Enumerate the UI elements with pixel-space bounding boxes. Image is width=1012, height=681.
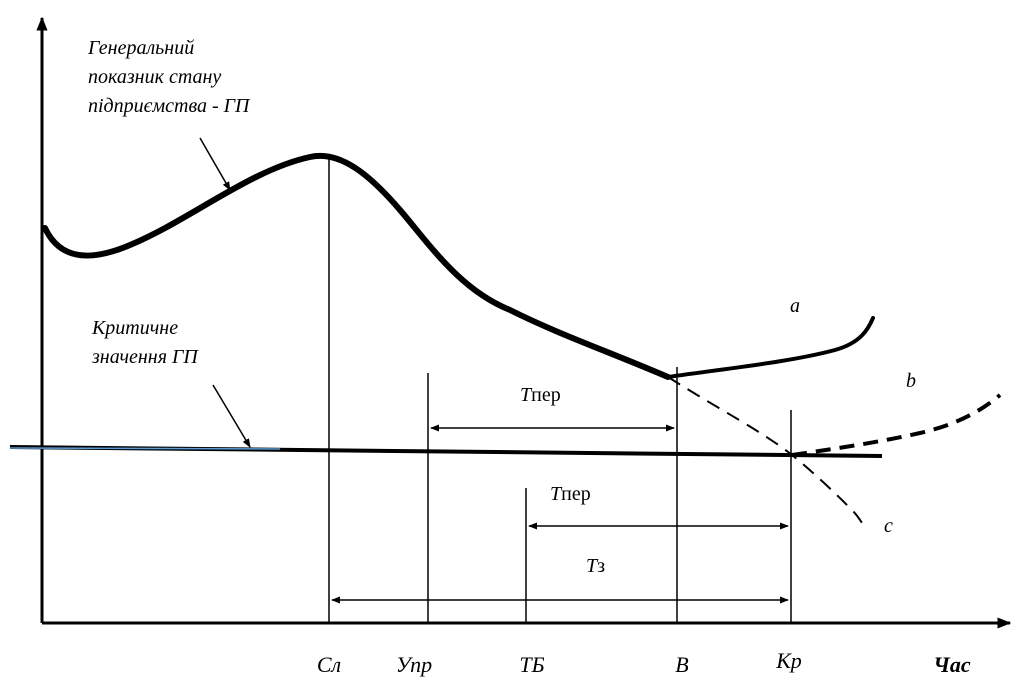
gp-curve — [42, 152, 671, 380]
critical-pointer-arrow — [212, 384, 251, 448]
branch-b-curve — [791, 393, 1002, 457]
t-per-1-label: Tпер — [520, 384, 561, 406]
gp-curve-label-line3: підприємства - ГП — [88, 95, 251, 117]
x-tick-tb: ТБ — [519, 652, 544, 677]
x-tick-upr: Упр — [396, 652, 432, 677]
x-tick-v: В — [675, 652, 688, 677]
gp-curve-label-line1: Генеральний — [87, 37, 194, 59]
branch-a-label: a — [790, 295, 800, 317]
critical-label-line1: Критичне — [91, 317, 178, 339]
gp-curve-label-line2: показник стану — [88, 66, 221, 88]
branch-c-label: c — [884, 515, 893, 537]
branch-c-curve — [667, 376, 863, 524]
t-per-2-label: Tпер — [550, 483, 591, 505]
gp-pointer-arrow — [199, 137, 231, 191]
x-axis-label: Час — [933, 652, 970, 677]
x-tick-sl: Сл — [317, 652, 341, 677]
critical-level-lead — [9, 447, 281, 450]
t-z-label: Tз — [586, 555, 605, 577]
branch-b-label: b — [906, 370, 916, 392]
critical-label-line2: значення ГП — [91, 346, 199, 368]
x-tick-kr: Кр — [775, 648, 802, 673]
branch-a-curve — [666, 316, 875, 379]
